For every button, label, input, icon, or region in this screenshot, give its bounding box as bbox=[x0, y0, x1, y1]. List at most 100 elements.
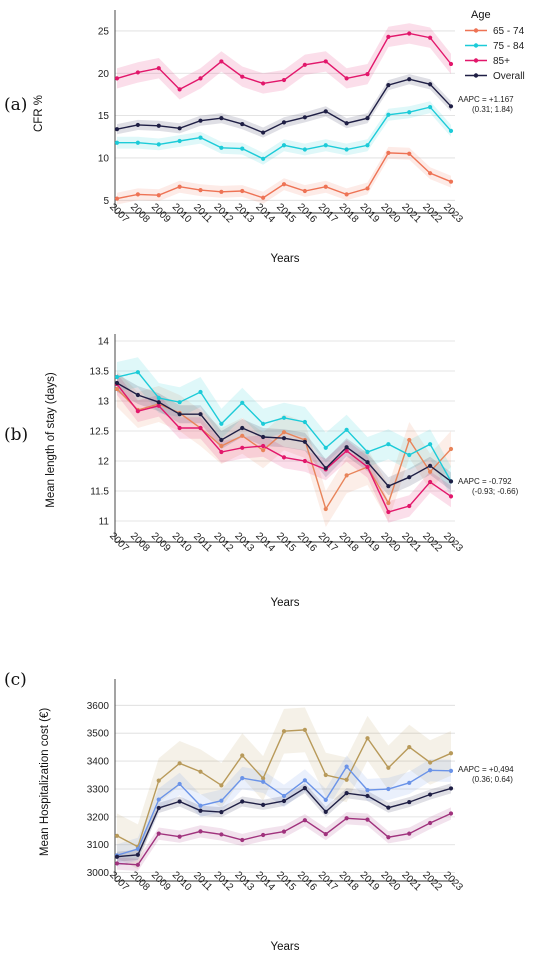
x-tick-label: 2019 bbox=[358, 870, 382, 894]
data-point bbox=[219, 798, 224, 803]
legend-entry: 65 - 74 bbox=[493, 26, 525, 37]
data-point bbox=[156, 395, 161, 401]
data-point bbox=[365, 793, 370, 799]
data-point bbox=[302, 778, 307, 783]
data-point bbox=[386, 500, 391, 506]
aapc-annotation: AAPC = +1.167 bbox=[458, 95, 514, 104]
data-point bbox=[156, 797, 161, 802]
x-tick-label: 2011 bbox=[191, 870, 214, 893]
data-point bbox=[240, 188, 245, 194]
data-point bbox=[156, 403, 161, 408]
x-tick-label: 2023 bbox=[441, 202, 465, 226]
data-point bbox=[177, 87, 182, 92]
x-tick-label: 2019 bbox=[358, 531, 382, 555]
data-point bbox=[135, 370, 140, 375]
data-point bbox=[365, 449, 370, 455]
data-point bbox=[448, 786, 454, 791]
data-point bbox=[448, 179, 454, 184]
data-point bbox=[428, 479, 433, 485]
x-tick-label: 2018 bbox=[337, 531, 361, 555]
data-point bbox=[177, 400, 182, 405]
x-tick-label: 2021 bbox=[399, 870, 423, 894]
series-band-0 bbox=[117, 146, 451, 205]
data-point bbox=[386, 83, 391, 88]
data-point bbox=[365, 787, 370, 793]
data-point bbox=[302, 727, 307, 732]
data-point bbox=[386, 34, 391, 39]
data-point bbox=[261, 776, 266, 781]
data-point bbox=[156, 778, 161, 783]
data-point bbox=[323, 832, 328, 837]
data-point bbox=[219, 810, 224, 815]
x-tick-label: 2011 bbox=[191, 531, 214, 554]
data-point bbox=[177, 126, 182, 131]
data-point bbox=[177, 781, 182, 787]
data-point bbox=[177, 425, 182, 431]
data-point bbox=[198, 76, 203, 81]
data-point bbox=[219, 783, 224, 788]
data-point bbox=[448, 751, 454, 756]
x-tick-label: 2007 bbox=[107, 870, 131, 894]
data-point bbox=[198, 769, 203, 774]
legend-swatch-marker bbox=[473, 73, 479, 78]
data-point bbox=[198, 808, 203, 813]
aapc-annotation: AAPC = -0.792 bbox=[458, 477, 512, 486]
x-tick-label: 2014 bbox=[253, 870, 277, 894]
data-point bbox=[198, 412, 203, 417]
x-tick-label: 2020 bbox=[379, 202, 403, 226]
legend-swatch-marker bbox=[473, 43, 479, 48]
x-tick-label: 2022 bbox=[420, 870, 444, 894]
data-point bbox=[407, 437, 412, 443]
y-axis-label: CFR % bbox=[33, 95, 45, 132]
y-tick-label: 20 bbox=[98, 69, 110, 80]
data-point bbox=[281, 120, 287, 125]
data-point bbox=[344, 147, 349, 152]
data-point bbox=[114, 374, 120, 380]
data-point bbox=[156, 123, 161, 128]
data-point bbox=[156, 831, 161, 836]
data-point bbox=[344, 764, 349, 769]
x-tick-label: 2022 bbox=[420, 202, 444, 226]
x-tick-label: 2007 bbox=[107, 531, 131, 555]
data-point bbox=[177, 761, 182, 766]
data-point bbox=[135, 192, 140, 197]
y-axis-label: Mean Hospitalization cost (€) bbox=[39, 708, 51, 856]
data-point bbox=[386, 484, 391, 489]
data-point bbox=[428, 82, 433, 87]
y-tick-label: 3200 bbox=[87, 812, 110, 823]
data-point bbox=[135, 122, 140, 128]
y-tick-label: 14 bbox=[98, 337, 110, 348]
data-point bbox=[281, 829, 287, 834]
data-point bbox=[156, 193, 161, 198]
data-point bbox=[240, 799, 245, 804]
data-point bbox=[135, 409, 140, 414]
data-point bbox=[240, 400, 245, 405]
x-tick-label: 2017 bbox=[316, 870, 340, 894]
series-band-0 bbox=[117, 707, 451, 869]
x-tick-label: 2013 bbox=[232, 202, 256, 226]
y-tick-label: 3300 bbox=[87, 784, 110, 795]
data-point bbox=[448, 446, 454, 452]
data-point bbox=[386, 442, 391, 447]
x-tick-label: 2012 bbox=[212, 870, 236, 894]
data-point bbox=[198, 425, 203, 431]
panel-label: (a) bbox=[4, 95, 27, 115]
data-point bbox=[198, 829, 203, 834]
series-band-2 bbox=[117, 373, 451, 523]
data-point bbox=[177, 834, 182, 839]
data-point bbox=[114, 386, 120, 392]
legend-entry: Overall bbox=[493, 71, 525, 82]
data-point bbox=[428, 792, 433, 797]
data-point bbox=[135, 140, 140, 145]
data-point bbox=[281, 455, 287, 460]
legend-entry: 85+ bbox=[493, 56, 510, 67]
data-point bbox=[281, 182, 287, 187]
data-point bbox=[344, 445, 349, 450]
legend-title: Age bbox=[471, 9, 491, 21]
data-point bbox=[365, 72, 370, 77]
data-point bbox=[344, 427, 349, 432]
data-point bbox=[386, 786, 391, 792]
data-point bbox=[198, 389, 203, 395]
x-tick-label: 2014 bbox=[253, 202, 277, 226]
data-point bbox=[114, 833, 120, 838]
